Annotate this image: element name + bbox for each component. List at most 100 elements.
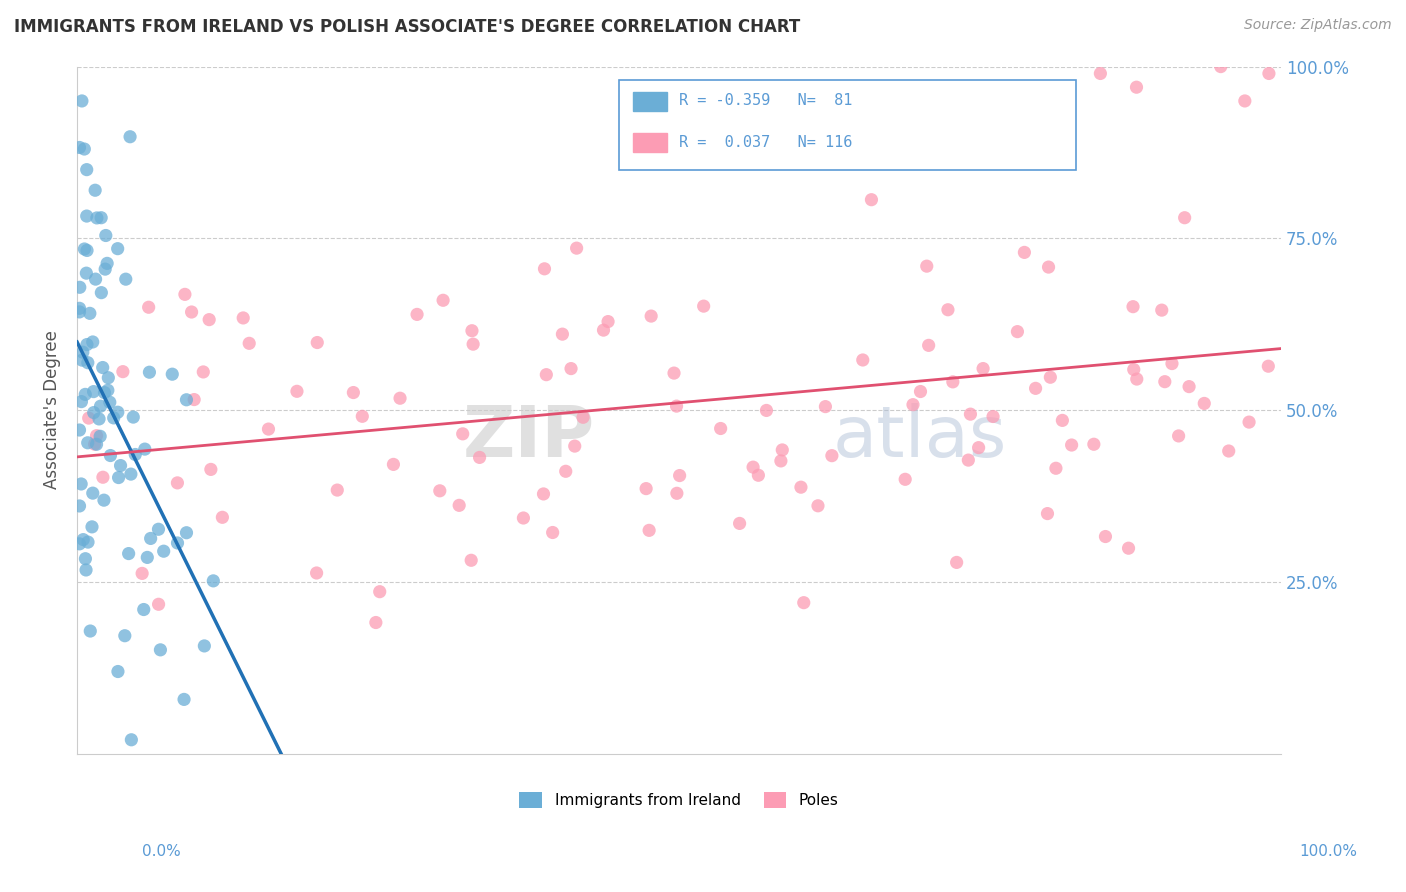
Point — [1007, 325, 1029, 339]
Point — [202, 574, 225, 588]
Point — [755, 403, 778, 417]
Point — [468, 450, 491, 465]
Point — [70, 394, 93, 409]
Point — [166, 475, 188, 490]
Point — [90, 211, 112, 225]
Point — [285, 384, 308, 399]
Point — [70, 353, 93, 368]
Legend: Immigrants from Ireland, Poles: Immigrants from Ireland, Poles — [513, 787, 845, 814]
Point — [180, 305, 202, 319]
Point — [111, 365, 134, 379]
Point — [917, 338, 939, 352]
Point — [554, 464, 576, 478]
Point — [162, 367, 184, 381]
Point — [76, 209, 98, 223]
Point — [211, 510, 233, 524]
Point — [149, 643, 172, 657]
Point — [326, 483, 349, 497]
Point — [1122, 300, 1144, 314]
Point — [117, 547, 139, 561]
Point — [512, 511, 534, 525]
Point — [148, 597, 170, 611]
Point — [1094, 529, 1116, 543]
Point — [124, 448, 146, 462]
Point — [176, 525, 198, 540]
Text: 100.0%: 100.0% — [1299, 845, 1358, 859]
Point — [770, 442, 793, 457]
Point — [69, 140, 91, 154]
Text: IMMIGRANTS FROM IRELAND VS POLISH ASSOCIATE'S DEGREE CORRELATION CHART: IMMIGRANTS FROM IRELAND VS POLISH ASSOCI… — [14, 18, 800, 36]
Point — [72, 345, 94, 359]
Point — [596, 315, 619, 329]
Point — [176, 392, 198, 407]
Point — [432, 293, 454, 308]
Point — [972, 361, 994, 376]
Point — [76, 244, 98, 258]
Point — [98, 395, 121, 409]
Point — [1125, 80, 1147, 95]
Point — [83, 406, 105, 420]
Point — [1237, 415, 1260, 429]
Point — [75, 551, 97, 566]
Point — [1209, 60, 1232, 74]
Point — [90, 285, 112, 300]
Text: R =  0.037   N= 116: R = 0.037 N= 116 — [679, 135, 852, 150]
Point — [166, 536, 188, 550]
Point — [84, 183, 107, 197]
Point — [894, 472, 917, 486]
Point — [429, 483, 451, 498]
Point — [790, 480, 813, 494]
Point — [107, 405, 129, 419]
Point — [75, 387, 97, 401]
Y-axis label: Associate's Degree: Associate's Degree — [44, 331, 60, 490]
Point — [1153, 375, 1175, 389]
Point — [134, 442, 156, 456]
Point — [640, 309, 662, 323]
Point — [72, 533, 94, 547]
Point — [665, 486, 688, 500]
Point — [69, 499, 91, 513]
Point — [1126, 372, 1149, 386]
Point — [152, 544, 174, 558]
Point — [945, 556, 967, 570]
Point — [110, 458, 132, 473]
Point — [942, 375, 965, 389]
Point — [193, 639, 215, 653]
Point — [76, 435, 98, 450]
Point — [80, 520, 103, 534]
Point — [352, 409, 374, 424]
Point — [1118, 541, 1140, 556]
Point — [238, 336, 260, 351]
Point — [460, 553, 482, 567]
Point — [97, 384, 120, 398]
Point — [183, 392, 205, 407]
Point — [638, 524, 661, 538]
Point — [307, 335, 329, 350]
Point — [533, 261, 555, 276]
Point — [193, 365, 215, 379]
Point — [860, 193, 883, 207]
Point — [382, 458, 405, 472]
Point — [69, 305, 91, 319]
Point — [107, 665, 129, 679]
Point — [406, 307, 429, 321]
Point — [389, 391, 412, 405]
Point — [89, 399, 111, 413]
Point — [75, 266, 97, 280]
Point — [94, 262, 117, 277]
Point — [636, 482, 658, 496]
Point — [94, 228, 117, 243]
Point — [551, 327, 574, 342]
Point — [103, 410, 125, 425]
Point — [70, 477, 93, 491]
Point — [967, 441, 990, 455]
Point — [86, 428, 108, 442]
Point — [76, 356, 98, 370]
Point — [1174, 211, 1197, 225]
Point — [449, 499, 471, 513]
Point — [91, 360, 114, 375]
Point — [1150, 303, 1173, 318]
Point — [148, 522, 170, 536]
Point — [533, 487, 555, 501]
Point — [1060, 438, 1083, 452]
